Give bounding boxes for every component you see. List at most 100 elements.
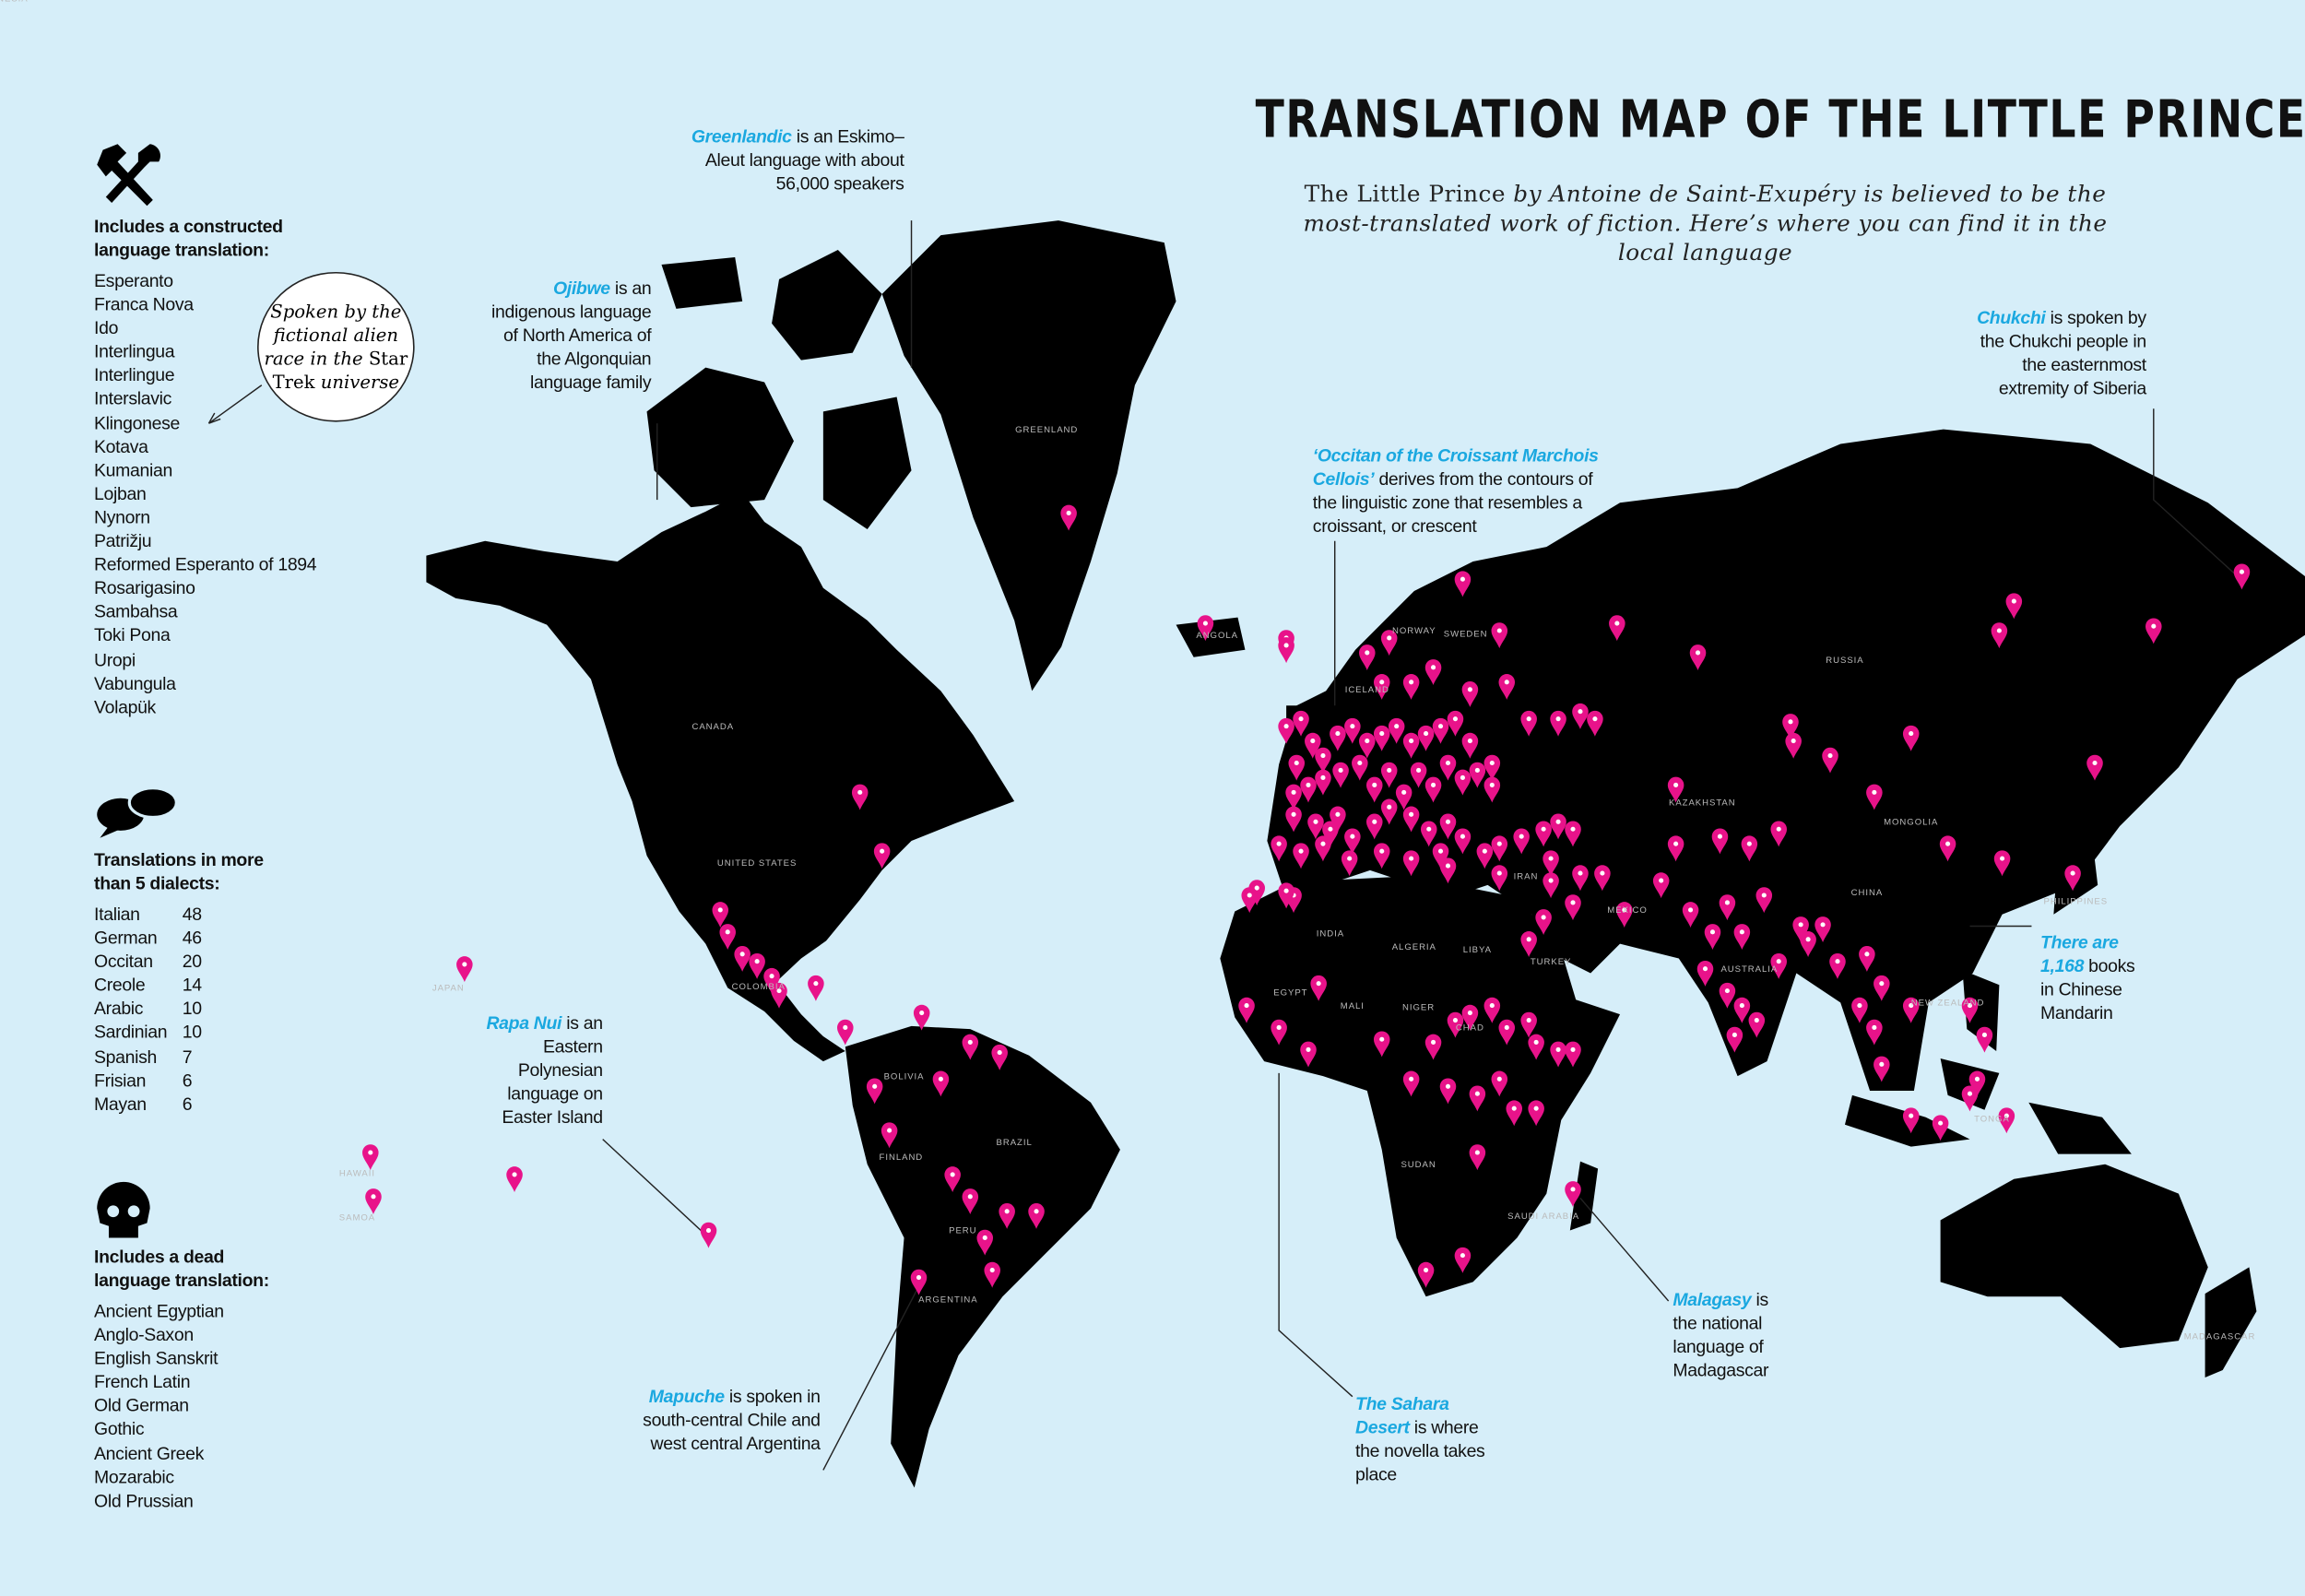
pin (1866, 1019, 1883, 1046)
pin-body (1454, 1247, 1472, 1273)
pin-dot (1335, 811, 1341, 817)
pin (1469, 762, 1486, 788)
pin-dot (705, 1227, 712, 1234)
pin (1755, 887, 1773, 914)
pin-dot (1820, 922, 1826, 928)
pin-dot (1754, 1017, 1759, 1023)
pin-dot (1424, 731, 1429, 737)
pin-dot (1600, 870, 1605, 876)
pin (2005, 593, 2023, 620)
pin (1498, 674, 1516, 700)
pin (808, 975, 824, 1001)
pin-dot (1724, 900, 1730, 905)
pin-dot (1805, 937, 1811, 942)
pin-dot (997, 1050, 1002, 1056)
pin (1785, 732, 1802, 759)
pin (712, 902, 729, 928)
pin (1330, 725, 1346, 751)
pin (851, 784, 869, 810)
list-item: Interslavic (94, 388, 172, 409)
pin (1733, 997, 1751, 1023)
pin-body (1483, 997, 1501, 1023)
pin-dot (1622, 907, 1627, 913)
bubble-text: Spoken by the fictional alien race in th… (264, 301, 402, 370)
pin-dot (1437, 724, 1444, 729)
pin (506, 1166, 523, 1193)
pin-body (1322, 821, 1339, 847)
pin-dot (1291, 789, 1296, 795)
map-label: MALI (1340, 1002, 1365, 1011)
pin-dot (1827, 752, 1833, 759)
pin-body (1439, 1078, 1457, 1105)
map-label: NIGER (1402, 1003, 1436, 1013)
pin (1380, 798, 1398, 825)
pin (1352, 754, 1368, 781)
map-label: BRAZIL (996, 1139, 1033, 1149)
pin-body (1829, 952, 1846, 979)
pin-dot (1673, 782, 1679, 787)
pin-body (1874, 1056, 1890, 1082)
pin-dot (1424, 1268, 1429, 1273)
pin-dot (1555, 1046, 1561, 1052)
pin-dot (1409, 680, 1414, 685)
pin-body (1535, 821, 1552, 847)
pin (1373, 1031, 1390, 1058)
pin (1315, 747, 1331, 774)
pin (1439, 754, 1457, 781)
pin (1792, 916, 1809, 943)
pin-body (1344, 828, 1361, 855)
pin (1902, 725, 1920, 751)
pin-dot (1316, 981, 1321, 987)
pin (1330, 806, 1346, 833)
pin-dot (2070, 870, 2075, 876)
pin (1770, 821, 1787, 847)
pin-body (808, 975, 824, 1001)
pin-body (700, 1222, 717, 1248)
pin-dot (1357, 760, 1363, 766)
pin-dot (1474, 1150, 1480, 1155)
pin-body (1782, 714, 1799, 739)
list-item: Interlingue (94, 365, 175, 386)
pin-body (1565, 1041, 1581, 1068)
pin-body (1565, 894, 1581, 921)
pin (1365, 813, 1383, 840)
pin-body (1330, 806, 1346, 833)
pin-body (1373, 674, 1390, 700)
pin-body (1278, 882, 1294, 909)
map-label: TURKEY (1530, 958, 1572, 968)
pin-dot (1996, 628, 2002, 633)
pin-dot (1791, 739, 1796, 744)
pin-body (1315, 835, 1331, 862)
map-label: INDONESIA (0, 0, 29, 5)
map-label: SWEDEN (1443, 630, 1488, 640)
pin-dot (1570, 900, 1576, 905)
pin-body (1300, 776, 1317, 803)
pin-dot (1673, 841, 1679, 846)
pin (1550, 710, 1566, 737)
dialect-count: 6 (182, 1093, 193, 1115)
pin (365, 1188, 382, 1214)
pin-dot (1974, 1076, 1980, 1082)
pin (1565, 894, 1581, 921)
pin-dot (2000, 856, 2005, 861)
pin (1814, 916, 1831, 943)
pin (719, 924, 736, 950)
pin (1704, 924, 1721, 950)
list-item: French Latin (94, 1372, 191, 1393)
pin (700, 1222, 717, 1248)
pin-body (719, 924, 736, 950)
pin-body (1667, 776, 1684, 803)
map-label: HAWAII (338, 1170, 375, 1179)
pin-body (1424, 1034, 1442, 1060)
pin-body (1300, 1041, 1317, 1068)
pin-dot (462, 962, 467, 967)
pin (1402, 806, 1420, 833)
pin-body (1402, 732, 1420, 759)
list-item: Volapük (94, 696, 156, 717)
pin-body (1373, 843, 1390, 869)
list-item: Old German (94, 1395, 189, 1417)
pin-dot (919, 1010, 925, 1016)
pin-dot (1695, 650, 1701, 656)
pin-body (1315, 747, 1331, 774)
pin-dot (1872, 789, 1877, 795)
